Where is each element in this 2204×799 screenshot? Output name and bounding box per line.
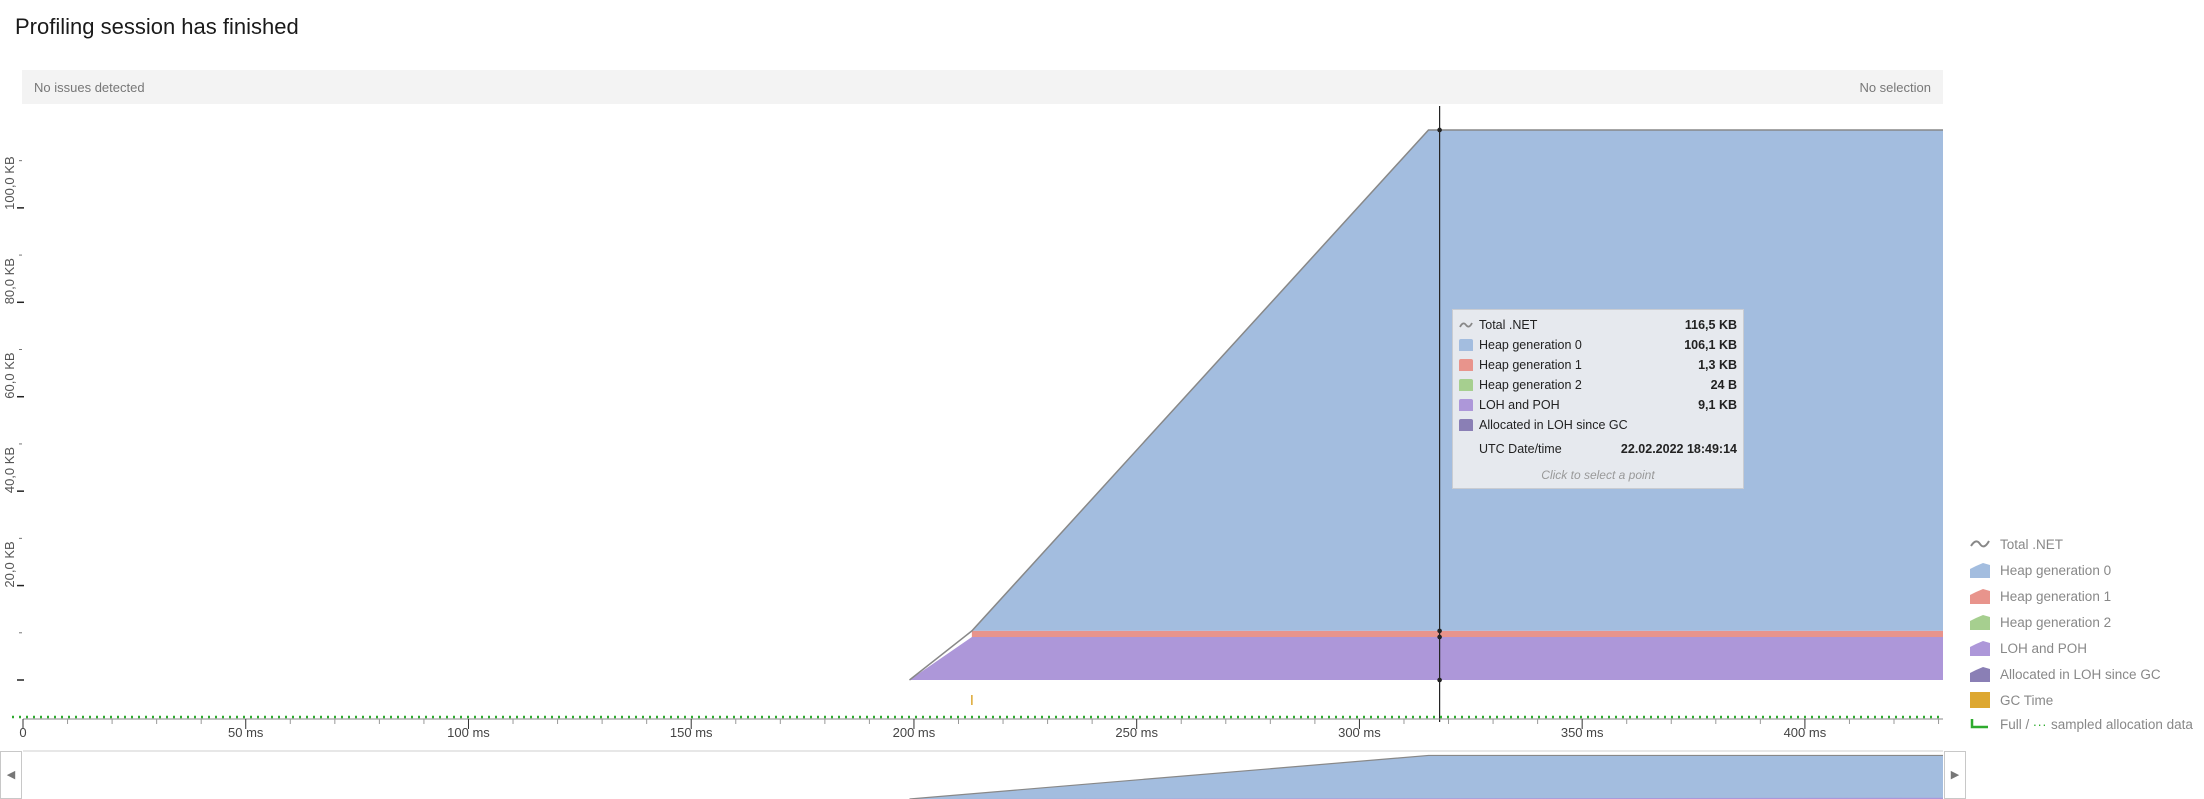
loh-and-poh-area — [909, 637, 1943, 680]
x-axis-tick-label: 400 ms — [1784, 725, 1827, 740]
loh-and-poh-area-icon — [1970, 640, 1990, 656]
y-axis-tick-label: 100,0 KB — [2, 156, 17, 210]
legend-item-loh[interactable]: LOH and POH — [1970, 638, 2204, 660]
total-net-line — [909, 129, 1943, 681]
cursor-point — [1437, 628, 1442, 634]
navigator-scroll-right-button[interactable]: ▶ — [1944, 751, 1966, 799]
heap-generation-2-icon — [1459, 379, 1473, 391]
legend-item-total[interactable]: Total .NET — [1970, 534, 2204, 556]
navigator-heap-area — [909, 755, 1943, 799]
cursor-point — [1437, 634, 1442, 640]
y-axis-tick-label: 80,0 KB — [2, 258, 17, 304]
full-sampled-allocation-icon — [1970, 716, 1990, 732]
arrow-left-icon: ◀ — [6, 769, 16, 781]
total-net-icon — [1459, 319, 1473, 331]
heap-generation-1-area-icon — [1970, 588, 1990, 604]
info-bar: No issues detected No selection — [22, 70, 1943, 104]
legend-item-sampled[interactable]: Full / ∙∙∙ sampled allocation data — [1970, 714, 2204, 736]
legend-item-heap1[interactable]: Heap generation 1 — [1970, 586, 2204, 608]
x-axis-tick-label: 0 — [19, 725, 26, 740]
legend-item-heap0[interactable]: Heap generation 0 — [1970, 560, 2204, 582]
heap-generation-0-area-icon — [1970, 562, 1990, 578]
arrow-right-icon: ▶ — [1950, 769, 1960, 781]
issues-status: No issues detected — [34, 80, 145, 95]
page-title: Profiling session has finished — [15, 14, 299, 39]
tooltip-row-loh-alloc: Allocated in LOH since GC — [1459, 416, 1737, 436]
x-axis-tick-label: 150 ms — [670, 725, 713, 740]
gc-time-icon — [1970, 692, 1990, 708]
x-axis-tick-label: 300 ms — [1338, 725, 1381, 740]
tooltip-row-heap1: Heap generation 1 1,3 KB — [1459, 356, 1737, 376]
tooltip-row-heap2: Heap generation 2 24 B — [1459, 376, 1737, 396]
x-axis-tick-label: 350 ms — [1561, 725, 1604, 740]
cursor-point — [1437, 677, 1442, 683]
legend-item-gc[interactable]: GC Time — [1970, 690, 2204, 712]
y-axis-tick-label: 60,0 KB — [2, 352, 17, 398]
navigator-total-line — [909, 754, 1943, 799]
allocated-in-loh-icon — [1459, 419, 1473, 431]
legend-item-loh-alloc[interactable]: Allocated in LOH since GC — [1970, 664, 2204, 686]
heap-generation-0-icon — [1459, 339, 1473, 351]
total-net-line-icon — [1970, 536, 1990, 552]
tooltip-row-loh: LOH and POH 9,1 KB — [1459, 396, 1737, 416]
allocated-in-loh-area-icon — [1970, 666, 1990, 682]
selection-status: No selection — [1859, 80, 1931, 95]
y-axis-tick-label: 20,0 KB — [2, 541, 17, 587]
tooltip-hint: Click to select a point — [1541, 468, 1655, 482]
sampled-dots-icon: ∙∙∙ — [2033, 717, 2048, 732]
tooltip-row-heap0: Heap generation 0 106,1 KB — [1459, 336, 1737, 356]
legend-item-heap2[interactable]: Heap generation 2 — [1970, 612, 2204, 634]
x-axis-tick-label: 200 ms — [893, 725, 936, 740]
heap-generation-2-area-icon — [1970, 614, 1990, 630]
tooltip-row-total: Total .NET 116,5 KB — [1459, 316, 1737, 336]
navigator-scroll-left-button[interactable]: ◀ — [0, 751, 22, 799]
loh-and-poh-icon — [1459, 399, 1473, 411]
x-axis-tick-label: 50 ms — [228, 725, 264, 740]
heap-generation-1-area — [971, 630, 1943, 638]
heap-generation-1-icon — [1459, 359, 1473, 371]
y-axis-tick-label: 40,0 KB — [2, 447, 17, 493]
x-axis-tick-label: 250 ms — [1115, 725, 1158, 740]
x-axis-tick-label: 100 ms — [447, 725, 490, 740]
data-point-tooltip[interactable]: Total .NET 116,5 KB Heap generation 0 10… — [1452, 309, 1744, 489]
tooltip-row-datetime: UTC Date/time 22.02.2022 18:49:14 — [1479, 442, 1737, 456]
cursor-point — [1437, 127, 1442, 133]
